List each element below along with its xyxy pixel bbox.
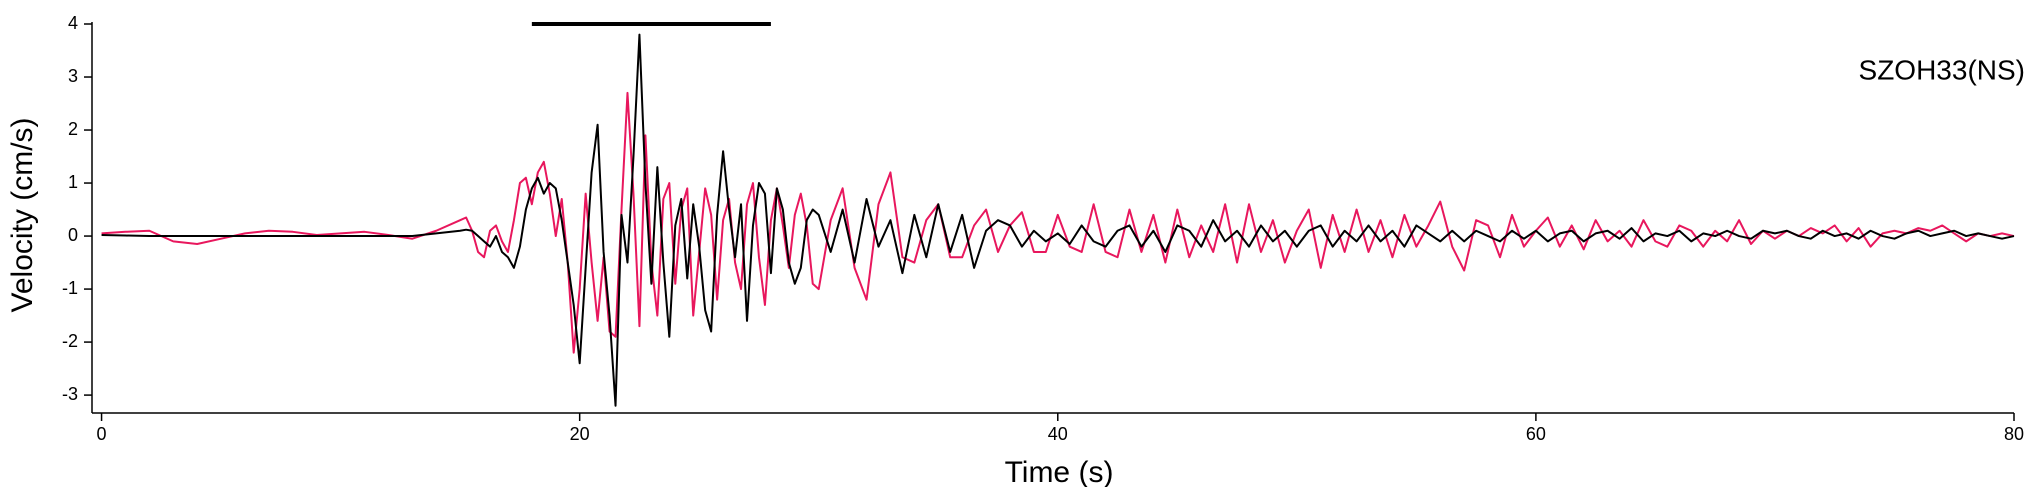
y-tick-label: -1 [62, 278, 78, 298]
y-tick-label: 4 [68, 13, 78, 33]
x-tick-label: 20 [570, 424, 590, 444]
chart-title: SZOH33(NS) [1859, 54, 2025, 85]
y-tick-label: 3 [68, 66, 78, 86]
x-tick-label: 40 [1048, 424, 1068, 444]
x-tick-label: 0 [97, 424, 107, 444]
x-axis-title: Time (s) [1005, 456, 1114, 487]
y-tick-label: 0 [68, 225, 78, 245]
series-line [101, 33, 2015, 407]
y-tick-label: -3 [62, 384, 78, 404]
y-axis-title: Velocity (cm/s) [6, 117, 39, 312]
y-tick-label: -2 [62, 331, 78, 351]
x-tick-label: 60 [1526, 424, 1546, 444]
y-tick-label: 2 [68, 119, 78, 139]
series-line [101, 91, 2015, 354]
y-tick-label: 1 [68, 172, 78, 192]
x-tick-label: 80 [2004, 424, 2024, 444]
